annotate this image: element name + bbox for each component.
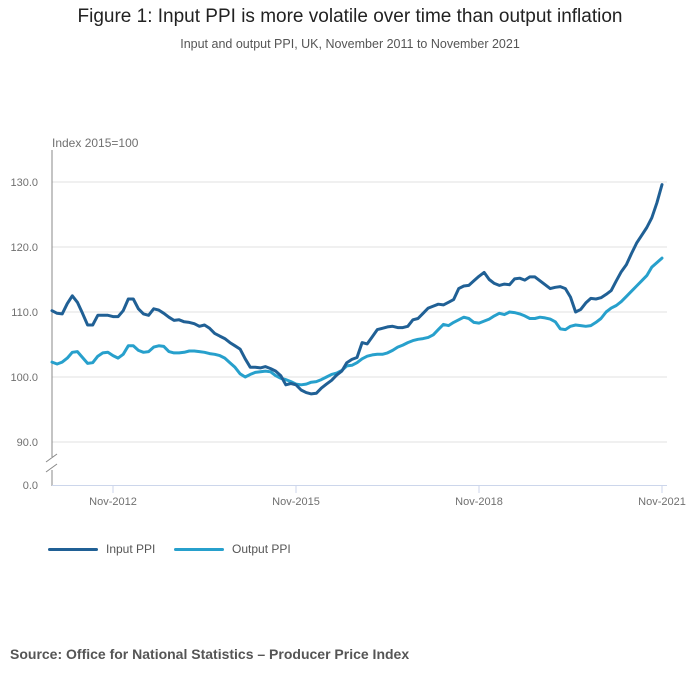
chart-title: Figure 1: Input PPI is more volatile ove…	[77, 6, 623, 27]
legend-swatch-output-ppi	[174, 547, 224, 551]
x-tick-label: Nov-2012	[89, 496, 137, 508]
axis-break-mark	[45, 453, 58, 463]
legend-label: Output PPI	[232, 542, 291, 556]
chart-subtitle: Input and output PPI, UK, November 2011 …	[180, 37, 520, 51]
y-tick-label: 0.0	[23, 480, 38, 492]
x-tick-label: Nov-2021	[638, 496, 686, 508]
legend-swatch-input-ppi	[48, 547, 98, 551]
x-tick-label: Nov-2018	[455, 496, 503, 508]
y-tick-label: 110.0	[11, 307, 38, 319]
legend-label: Input PPI	[106, 542, 156, 556]
series-line-output-ppi	[50, 256, 664, 387]
legend-item-output-ppi: Output PPI	[174, 542, 291, 556]
y-axis-label: Index 2015=100	[52, 136, 139, 150]
y-tick-label: 130.0	[10, 177, 38, 189]
source-note: Source: Office for National Statistics –…	[10, 646, 410, 662]
y-tick-label: 100.0	[10, 372, 38, 384]
y-tick-label: 120.0	[10, 242, 38, 254]
legend-item-input-ppi: Input PPI	[48, 542, 155, 556]
y-tick-label: 90.0	[17, 437, 38, 449]
x-tick-label: Nov-2015	[272, 496, 320, 508]
series-line-input-ppi	[50, 183, 664, 396]
axis-break-mark	[45, 463, 58, 473]
